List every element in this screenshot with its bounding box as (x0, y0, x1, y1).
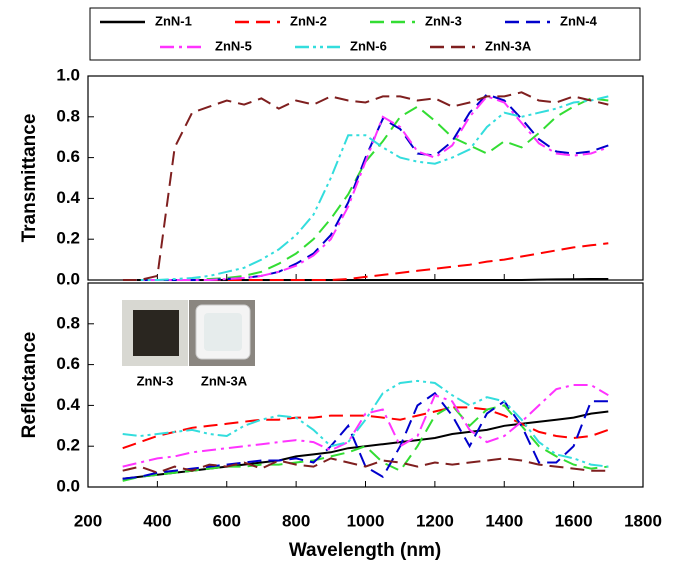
x-tick-label: 1200 (416, 511, 454, 530)
dish-inner (204, 313, 242, 351)
inset-photo: ZnN-3 ZnN-3A (122, 300, 255, 388)
legend-label: ZnN-4 (560, 13, 598, 28)
series-line (122, 95, 609, 281)
y-tick-label: 1.0 (56, 65, 80, 84)
x-tick-label: 1800 (624, 511, 662, 530)
y-tick-label: 0.0 (56, 476, 80, 495)
legend-label: ZnN-3 (425, 13, 462, 28)
series-line (122, 457, 609, 474)
y-axis-title: Reflectance (19, 332, 40, 439)
y-tick-label: 0.2 (56, 436, 80, 455)
x-axis-title: Wavelength (nm) (289, 540, 441, 561)
y-tick-label: 0.2 (56, 229, 80, 248)
series-line (122, 93, 609, 281)
x-tick-label: 200 (74, 511, 102, 530)
y-tick-label: 0.6 (56, 147, 80, 166)
film-sample (133, 310, 179, 356)
legend-label: ZnN-3A (485, 38, 532, 53)
x-tick-label: 800 (282, 511, 310, 530)
series-line (122, 391, 609, 480)
inset-label: ZnN-3 (137, 373, 174, 388)
series-line (122, 95, 609, 281)
series-line (122, 242, 609, 281)
y-tick-label: 0.4 (56, 188, 80, 207)
series-line (122, 410, 609, 480)
y-tick-label: 0.8 (56, 106, 80, 125)
y-axis-title: Transmittance (19, 114, 40, 243)
x-tick-label: 1000 (347, 511, 385, 530)
legend-box (89, 7, 641, 61)
series-line (122, 278, 609, 281)
inset-label: ZnN-3A (201, 373, 248, 388)
series-line (122, 91, 609, 281)
y-tick-label: 0.6 (56, 354, 80, 373)
x-tick-label: 1400 (485, 511, 523, 530)
series-line (122, 406, 609, 450)
y-tick-label: 0.8 (56, 313, 80, 332)
series-line (122, 97, 609, 281)
legend-label: ZnN-1 (155, 13, 192, 28)
legend-label: ZnN-2 (290, 13, 327, 28)
y-tick-label: 0.4 (56, 395, 80, 414)
y-tick-label: 0.0 (56, 269, 80, 288)
x-tick-label: 600 (213, 511, 241, 530)
legend-label: ZnN-6 (350, 38, 387, 53)
series-line (122, 384, 609, 468)
legend-label: ZnN-5 (215, 38, 252, 53)
x-tick-label: 400 (143, 511, 171, 530)
x-tick-label: 1600 (555, 511, 593, 530)
